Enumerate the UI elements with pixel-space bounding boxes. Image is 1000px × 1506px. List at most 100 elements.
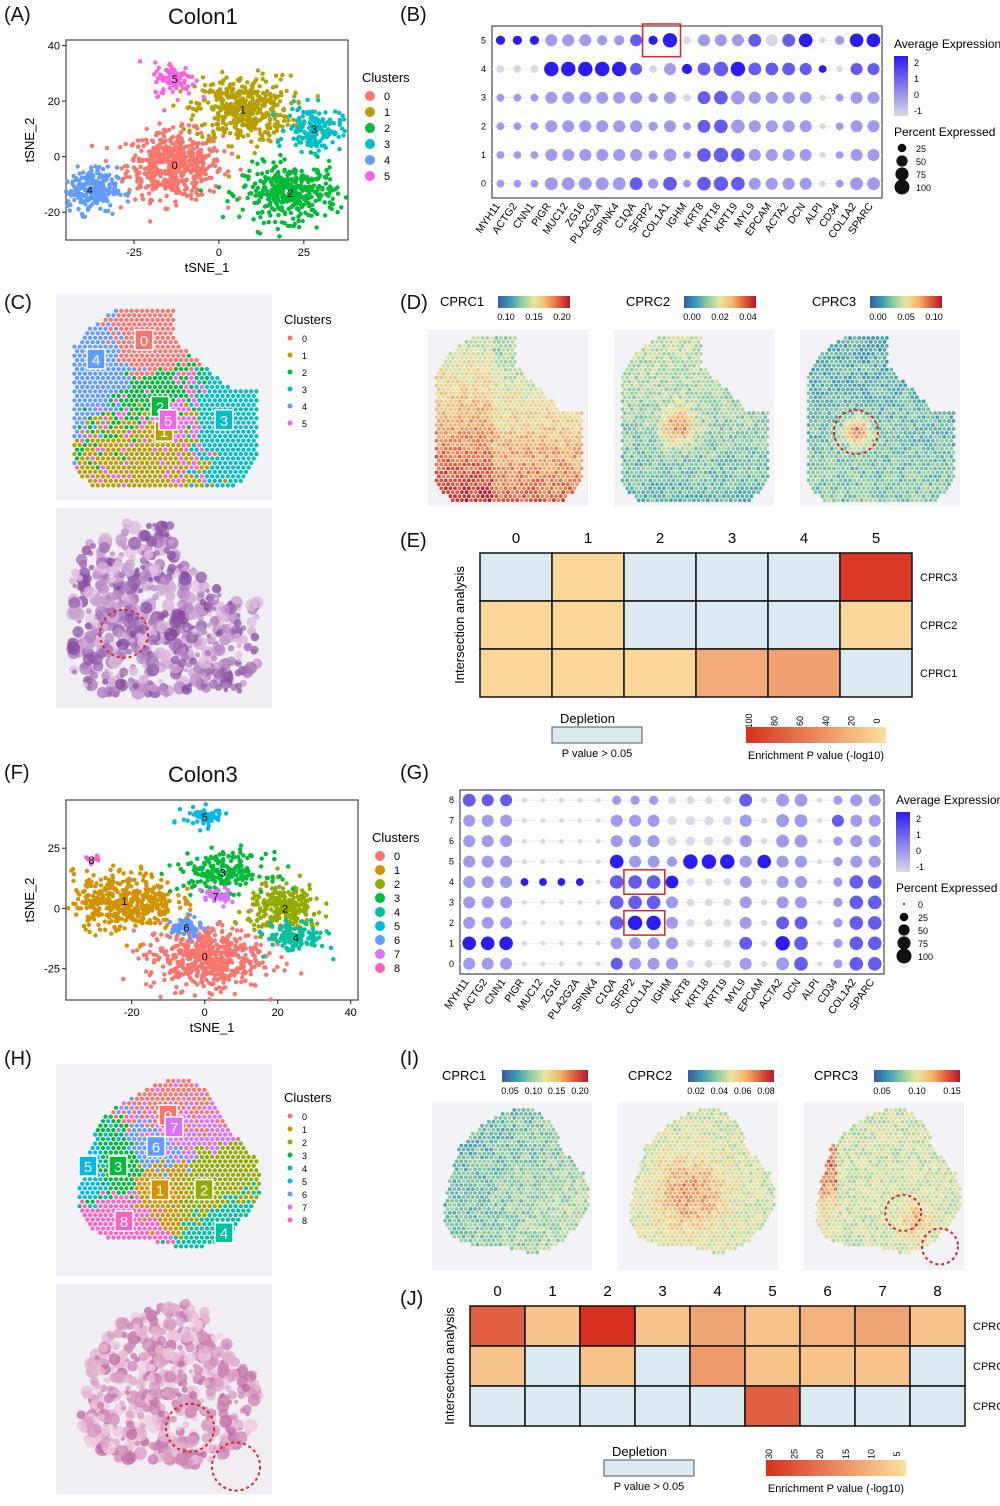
spot (480, 407, 485, 412)
spot (478, 490, 483, 495)
spot (464, 458, 469, 463)
spot (147, 447, 152, 452)
spot (249, 443, 254, 448)
spot (181, 380, 186, 385)
tsne-point (99, 195, 104, 200)
spot (483, 458, 487, 463)
spot (506, 419, 510, 423)
spot (469, 450, 473, 455)
spot (492, 403, 496, 408)
spot (446, 466, 450, 471)
spot (106, 340, 111, 345)
spot (538, 482, 542, 487)
tsne-point (332, 132, 337, 137)
pct-legend-label: 100 (916, 183, 931, 193)
tsne-point (242, 109, 247, 115)
spot (82, 425, 87, 430)
spot (126, 402, 132, 407)
cluster-label-1: 1 (240, 104, 246, 116)
spot (480, 446, 485, 451)
spot (448, 367, 453, 372)
map-title-cprc2: CPRC2 (626, 294, 670, 309)
spot (501, 498, 506, 503)
spot (176, 469, 181, 474)
spot (494, 359, 499, 364)
spot (496, 450, 501, 455)
spot (568, 431, 572, 435)
spot (501, 442, 506, 447)
spot (545, 438, 549, 443)
spot (116, 447, 121, 452)
spot (466, 462, 471, 467)
dot-3-C1QA (630, 91, 643, 104)
spot (160, 371, 165, 376)
spot (176, 344, 181, 349)
spot (508, 407, 513, 412)
spot (142, 384, 147, 390)
spot (476, 336, 480, 340)
spot (217, 434, 223, 439)
tsne-point (317, 124, 322, 129)
dot-2-CNN1 (530, 122, 539, 131)
spot (87, 425, 93, 430)
he-texture (108, 582, 114, 588)
tsne-point (240, 173, 245, 178)
spot (579, 458, 584, 463)
spot (152, 483, 158, 488)
dot-3-COL1A2 (850, 91, 863, 104)
spot (687, 340, 692, 344)
spot (439, 383, 444, 388)
spot (506, 411, 510, 415)
he-texture (221, 605, 231, 615)
tsne-point (114, 174, 119, 179)
spot (545, 486, 549, 491)
spot (90, 465, 95, 470)
spot (87, 389, 93, 394)
spot (191, 434, 197, 439)
spot (113, 416, 119, 421)
he-texture (223, 688, 228, 693)
spot (178, 384, 184, 390)
spot (538, 498, 542, 503)
spot (561, 419, 565, 423)
spot (522, 478, 526, 483)
tsne-point (255, 105, 260, 110)
spot (243, 389, 249, 394)
spot (554, 494, 559, 499)
dot-2-COL1A1 (664, 120, 676, 133)
he-texture (127, 575, 141, 590)
spot (501, 387, 506, 392)
tsne-point (103, 208, 108, 214)
spot (171, 371, 176, 376)
spot (478, 379, 483, 384)
spot (524, 466, 529, 471)
tsne-point (261, 91, 266, 96)
spot (478, 347, 483, 352)
he-texture (156, 620, 168, 633)
spot (462, 423, 467, 427)
spot (485, 486, 490, 491)
spot (134, 407, 139, 412)
tsne-point (230, 109, 235, 115)
spot (134, 389, 139, 394)
he-texture (124, 571, 131, 578)
spot (510, 387, 515, 392)
spot (241, 429, 246, 434)
tsne-point (285, 122, 290, 128)
spot (163, 375, 168, 381)
dot-0-CD34 (835, 179, 844, 188)
spot (134, 460, 139, 466)
dot-4-ALPI (818, 65, 827, 73)
spot (147, 367, 152, 372)
spot (165, 335, 171, 340)
spot (526, 431, 531, 435)
spot (492, 411, 496, 415)
he-texture (129, 630, 137, 637)
spot (503, 407, 508, 412)
spot (106, 358, 111, 363)
tsne-point (206, 138, 211, 144)
spot (556, 442, 561, 447)
spot (526, 399, 531, 404)
spot (217, 451, 223, 457)
spot (119, 362, 124, 367)
